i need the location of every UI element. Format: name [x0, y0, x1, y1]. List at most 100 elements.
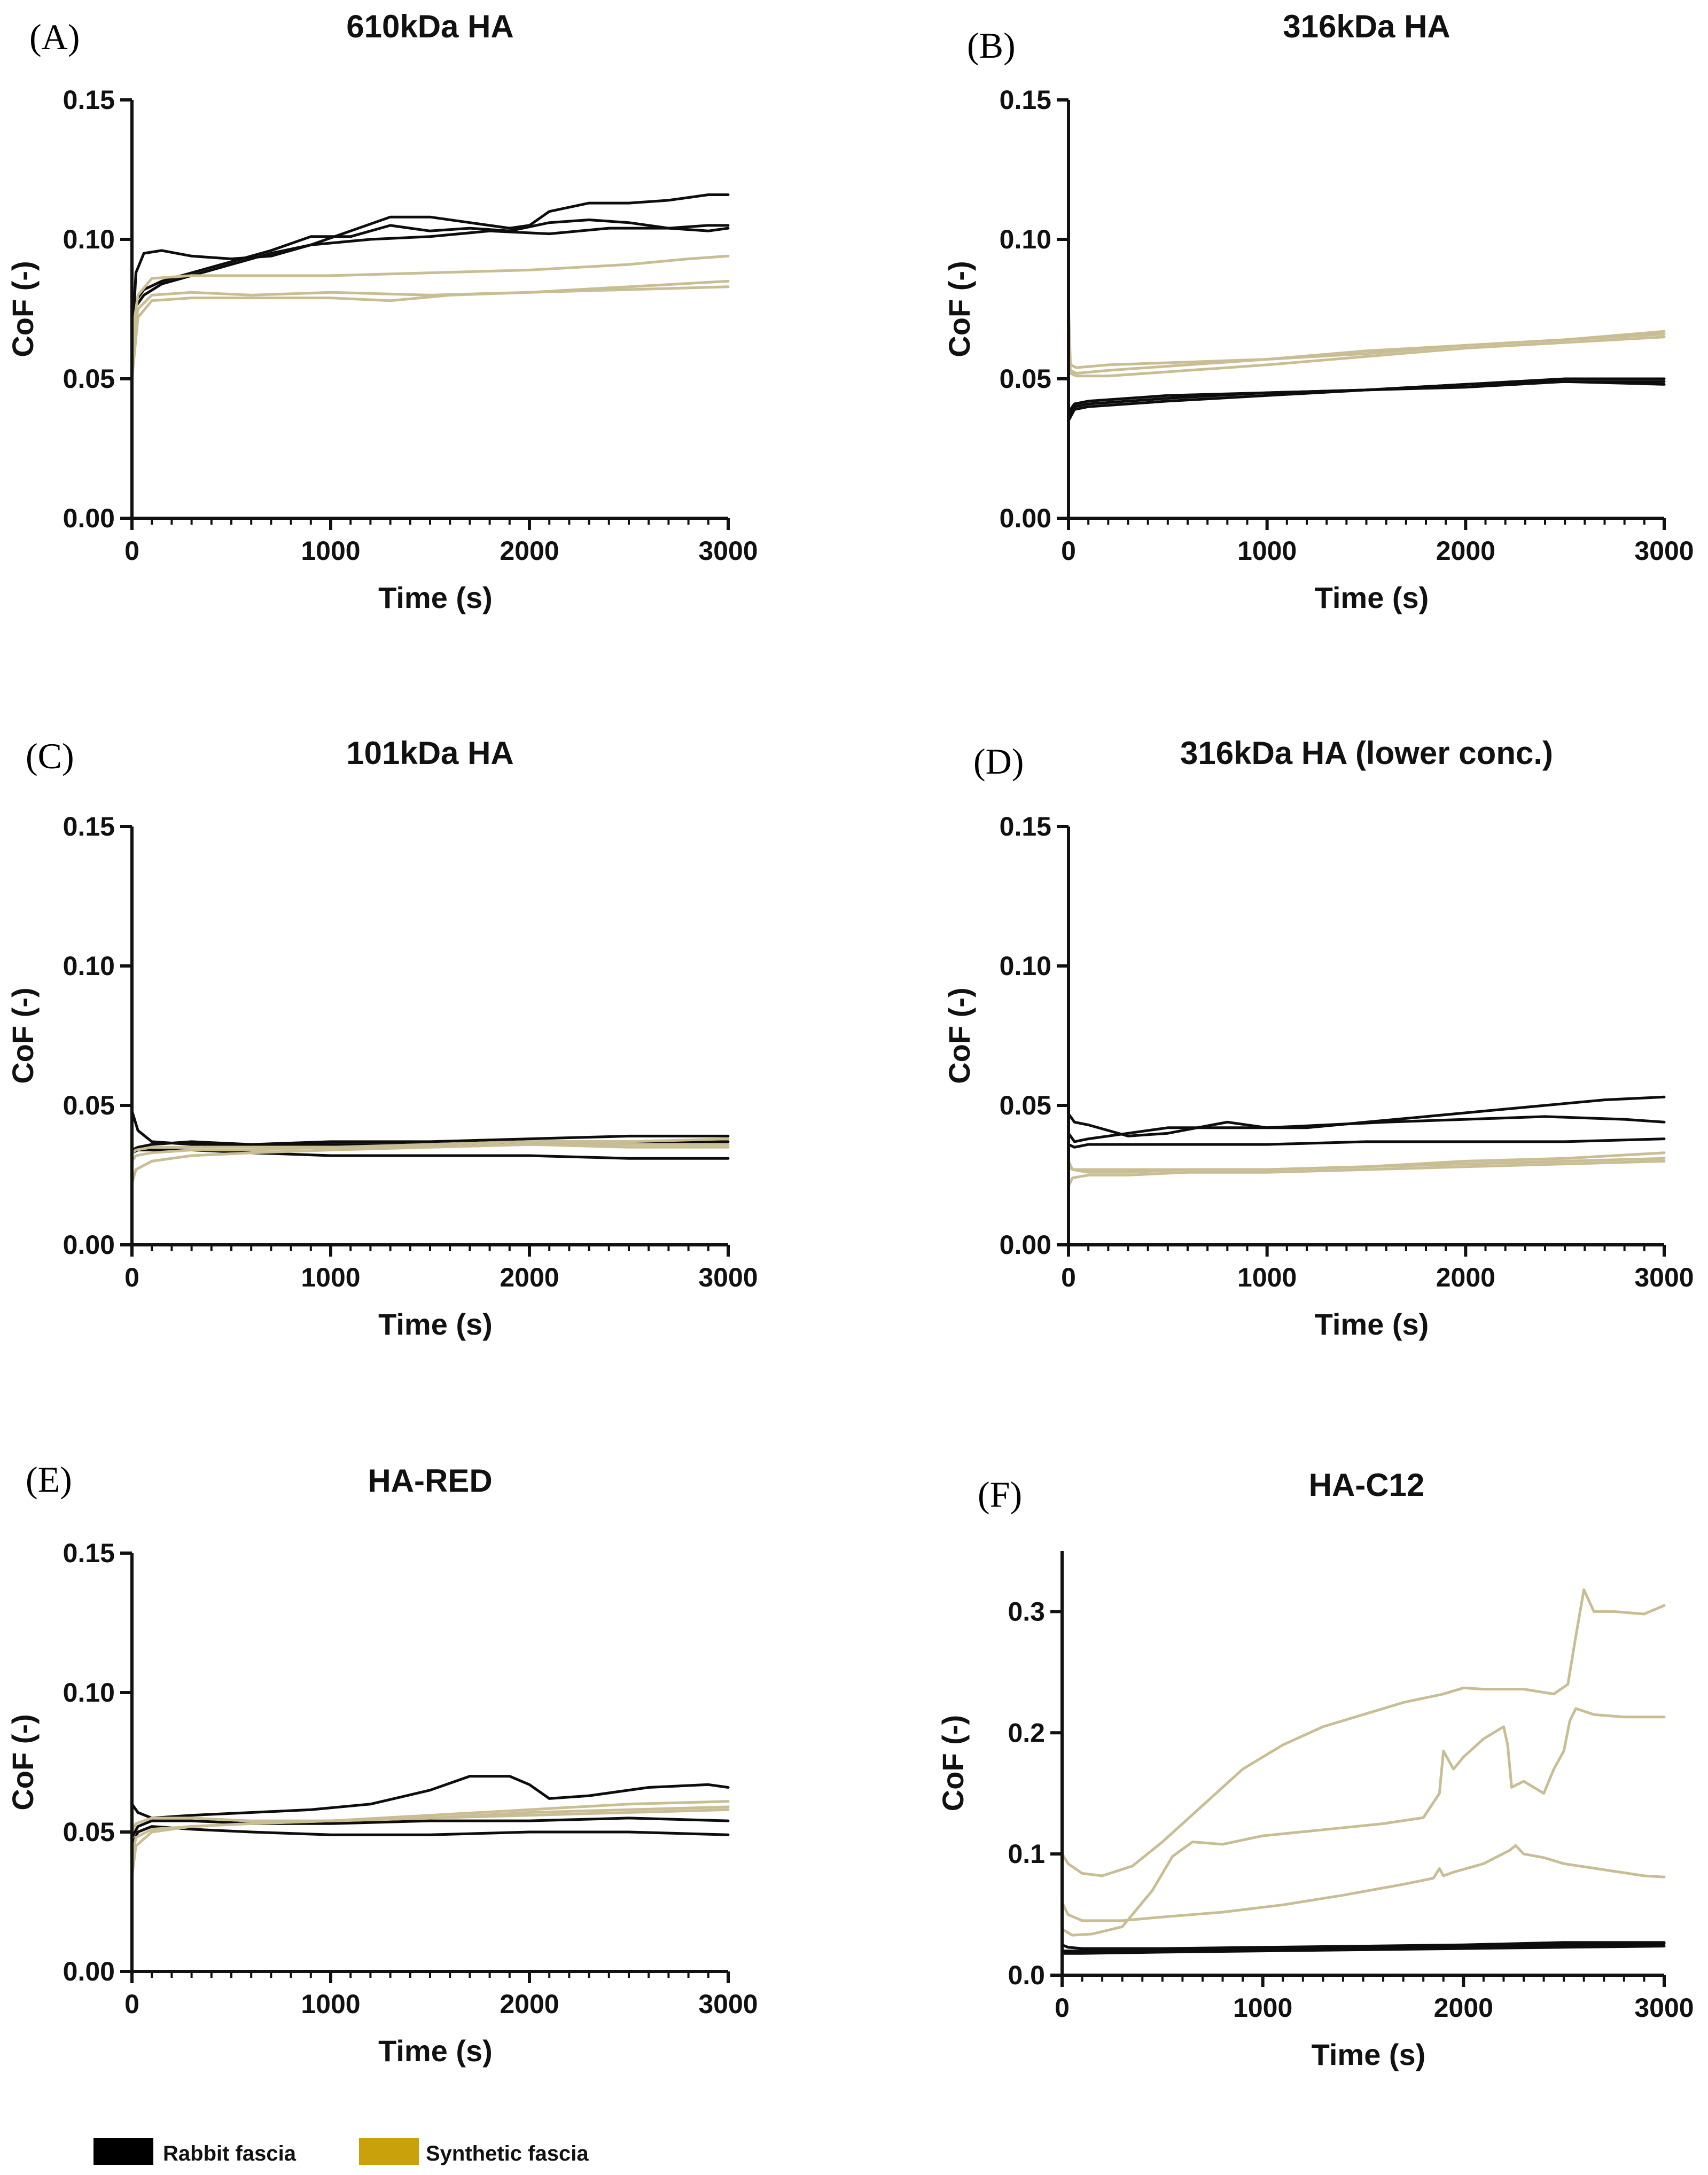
y-tick-label: 0.00: [63, 1230, 115, 1260]
x-axis-label: Time (s): [1315, 581, 1429, 614]
y-tick-label: 0.05: [63, 1090, 115, 1120]
x-tick-label: 0: [124, 1989, 139, 2019]
panel-title: HA-RED: [368, 1463, 492, 1499]
x-tick-label: 0: [1055, 1993, 1070, 2023]
x-tick-label: 0: [124, 536, 139, 566]
series-line-rabbit-2: [130, 1817, 730, 1839]
y-tick-label: 0.3: [1008, 1596, 1045, 1626]
y-axis-label: CoF (-): [936, 1715, 970, 1811]
series-line-rabbit-1: [1060, 1941, 1666, 1950]
series-line-synthetic-3: [1060, 1844, 1666, 1922]
series-line-synthetic-1: [1067, 1159, 1666, 1188]
x-tick-label: 1000: [301, 1262, 360, 1292]
series-line-rabbit-3: [1067, 380, 1666, 422]
panel-letter: (D): [973, 741, 1024, 782]
series-line-synthetic-1: [1067, 305, 1666, 369]
x-tick-label: 3000: [1634, 536, 1694, 566]
x-tick-label: 1000: [1237, 536, 1297, 566]
legend-swatch-synthetic: [359, 2138, 419, 2165]
series-line-rabbit-3: [130, 193, 730, 339]
series-line-rabbit-1: [130, 224, 730, 353]
y-tick-label: 0.2: [1008, 1718, 1045, 1748]
x-tick-label: 0: [1061, 1262, 1076, 1292]
panel-title: 316kDa HA (lower conc.): [1180, 735, 1553, 771]
panel-a: (A) 610kDa HA 0.00 0.05 0.10 0.15 0 1000 2000 300…: [6, 9, 758, 614]
y-tick-label: 0.1: [1008, 1839, 1045, 1869]
series-line-rabbit-2: [130, 1134, 730, 1151]
panel-title: 610kDa HA: [346, 9, 514, 44]
y-tick-label: 0.10: [63, 224, 115, 254]
x-tick-label: 0: [1061, 536, 1076, 566]
series-line-rabbit-1: [130, 1775, 730, 1820]
y-tick-label: 0.05: [1000, 364, 1051, 394]
panel-letter: (E): [26, 1459, 72, 1500]
x-tick-label: 2000: [1436, 536, 1495, 566]
panel-title: HA-C12: [1309, 1467, 1425, 1503]
x-tick-label: 2000: [500, 1262, 559, 1292]
x-axis-label: Time (s): [378, 2034, 493, 2068]
series-line-synthetic-2: [130, 285, 730, 353]
legend-swatch-rabbit: [93, 2138, 153, 2165]
legend: Rabbit fascia Synthetic fascia: [93, 2138, 589, 2165]
panel-letter: (C): [26, 736, 74, 776]
x-axis-label: Time (s): [378, 581, 493, 614]
y-tick-label: 0.10: [63, 951, 115, 981]
x-tick-label: 1000: [301, 536, 360, 566]
series-line-rabbit-3: [1060, 1945, 1666, 1955]
series-line-rabbit-2: [1067, 1115, 1666, 1143]
panel-b: (B) 316kDa HA 0.00 0.05 0.10 0.15 0 1000 2000 300…: [942, 9, 1694, 614]
panel-c: (C) 101kDa HA 0.00 0.05 0.10 0.15 0 1000 2000 300…: [6, 735, 758, 1341]
series-line-rabbit-3: [130, 1149, 730, 1160]
x-tick-label: 1000: [301, 1989, 360, 2019]
x-tick-label: 1000: [1233, 1993, 1292, 2023]
series-line-rabbit-1: [130, 1109, 730, 1146]
x-axis-label: Time (s): [378, 1307, 493, 1341]
y-tick-label: 0.10: [1000, 951, 1051, 981]
y-tick-label: 0.00: [1000, 503, 1051, 533]
x-tick-label: 2000: [500, 1989, 559, 2019]
legend-label-rabbit: Rabbit fascia: [163, 2142, 297, 2165]
x-tick-label: 3000: [698, 1989, 758, 2019]
panel-f: (F) HA-C12 0.0 0.1 0.2 0.3 0 1000 2000 3000 Time (…: [936, 1467, 1694, 2071]
panel-e: (E) HA-RED 0.00 0.05 0.10 0.15 0 1000 2000 3000 Ti…: [6, 1459, 758, 2068]
series-line-rabbit-2: [130, 219, 730, 325]
y-tick-label: 0.10: [63, 1678, 115, 1708]
y-tick-label: 0.00: [63, 1956, 115, 1986]
legend-label-synthetic: Synthetic fascia: [426, 2142, 589, 2165]
y-tick-label: 0.05: [63, 1817, 115, 1847]
panel-d: (D) 316kDa HA (lower conc.) 0.00 0.05 0.10 0.…: [942, 735, 1694, 1341]
y-axis-label: CoF (-): [6, 987, 40, 1083]
y-tick-label: 0.15: [63, 1538, 115, 1568]
x-tick-label: 2000: [500, 536, 559, 566]
series-line-synthetic-3: [1067, 336, 1666, 378]
series-line-synthetic-1: [130, 1143, 730, 1185]
series-line-synthetic-3: [1067, 1151, 1666, 1174]
y-tick-label: 0.15: [1000, 85, 1051, 115]
x-axis-label: Time (s): [1315, 1307, 1429, 1341]
series-line-synthetic-3: [130, 279, 730, 380]
series-line-rabbit-1: [1067, 377, 1666, 419]
x-tick-label: 1000: [1237, 1262, 1297, 1292]
y-tick-label: 0.00: [1000, 1230, 1051, 1260]
series-line-synthetic-2: [130, 1805, 730, 1861]
y-tick-label: 0.15: [63, 85, 115, 115]
x-tick-label: 3000: [1634, 1262, 1694, 1292]
x-tick-label: 0: [124, 1262, 139, 1292]
x-tick-label: 2000: [1436, 1262, 1495, 1292]
y-axis-label: CoF (-): [6, 261, 40, 357]
panel-letter: (B): [967, 25, 1016, 66]
series-line-rabbit-3: [1067, 1137, 1666, 1149]
y-tick-label: 0.00: [63, 503, 115, 533]
panels-container: (A) 610kDa HA0.000.050.100.150 1000 2000 300…: [6, 9, 1694, 2071]
y-axis-label: CoF (-): [942, 261, 976, 357]
panel-letter: (A): [29, 17, 80, 57]
y-axis-label: CoF (-): [942, 987, 976, 1083]
series-line-synthetic-2: [130, 1137, 730, 1163]
series-line-rabbit-3: [130, 1825, 730, 1847]
series-line-synthetic-1: [1060, 1588, 1666, 1877]
x-tick-label: 3000: [1634, 1993, 1694, 2023]
y-tick-label: 0.05: [1000, 1090, 1051, 1120]
series-line-synthetic-3: [130, 1808, 730, 1834]
y-tick-label: 0.05: [63, 364, 115, 394]
